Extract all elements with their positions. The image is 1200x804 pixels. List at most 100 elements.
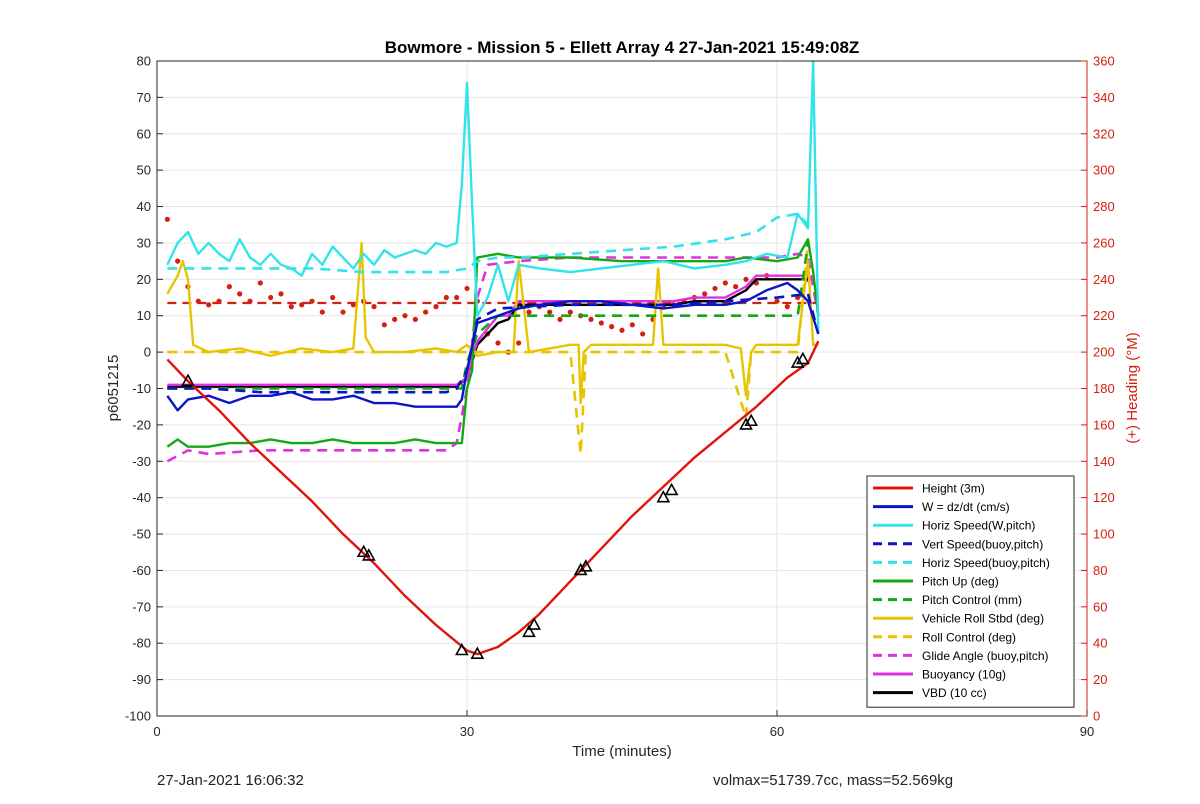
y2-tick-label: 120 <box>1093 490 1115 505</box>
series-horiz-speed-w-pitch <box>166 61 820 334</box>
series-w-dz-dt-cm-s <box>166 281 820 412</box>
heading-point <box>629 322 635 328</box>
heading-point <box>454 294 460 301</box>
legend-label: Horiz Speed(W,pitch) <box>922 519 1035 533</box>
heading-point <box>774 298 780 304</box>
y-axis-label: p6051215 <box>105 355 122 422</box>
x-tick-label: 30 <box>460 724 474 739</box>
heading-point <box>247 298 253 304</box>
heading-point <box>392 316 398 322</box>
y-tick-label: 20 <box>137 272 151 287</box>
x-tick-label: 0 <box>153 724 160 739</box>
legend-box <box>866 475 1075 708</box>
heading-point <box>216 298 222 304</box>
heading-point <box>309 298 315 304</box>
y2-tick-label: 180 <box>1093 381 1115 396</box>
legend-label: Glide Angle (buoy,pitch) <box>922 649 1049 663</box>
y2-tick-label: 200 <box>1093 345 1115 360</box>
y2-tick-label: 60 <box>1093 599 1107 614</box>
heading-point <box>567 309 573 315</box>
height-marker <box>744 413 759 427</box>
heading-point <box>164 216 170 222</box>
y-tick-label: -90 <box>132 672 151 687</box>
y-tick-label: -60 <box>132 563 151 578</box>
legend: Height (3m) W = dz/dt (cm/s) Horiz Speed(W… <box>866 475 1075 708</box>
y2-tick-label: 140 <box>1093 454 1115 469</box>
heading-point <box>268 294 274 301</box>
legend-label: VBD (10 cc) <box>922 686 987 700</box>
heading-point <box>319 309 325 315</box>
y-tick-label: -40 <box>132 490 151 505</box>
legend-label: Roll Control (deg) <box>922 630 1016 644</box>
heading-point <box>278 291 284 297</box>
height-marker <box>795 351 810 365</box>
legend-label: Height (3m) <box>922 482 985 496</box>
heading-point <box>640 331 646 337</box>
y-tick-label: 30 <box>137 235 151 250</box>
y-tick-label: 0 <box>144 345 151 360</box>
x-tick-label: 90 <box>1080 724 1094 739</box>
heading-point <box>423 309 429 315</box>
y2-tick-label: 320 <box>1093 126 1115 141</box>
heading-point <box>381 322 387 328</box>
heading-point <box>433 304 439 310</box>
heading-point <box>598 320 604 326</box>
height-marker <box>181 373 195 387</box>
marker-layer <box>181 351 810 659</box>
y-tick-label: 80 <box>137 54 151 69</box>
y-tick-label: -100 <box>125 709 151 724</box>
heading-point <box>702 291 708 297</box>
heading-point <box>712 285 718 292</box>
heading-point <box>206 302 212 308</box>
series-buoyancy-10g <box>167 274 808 387</box>
y2-tick-label: 80 <box>1093 563 1107 578</box>
y-tick-label: -20 <box>132 417 151 432</box>
heading-point <box>195 298 201 304</box>
y-tick-label: 70 <box>137 90 151 105</box>
heading-point <box>495 340 501 346</box>
y-tick-label: 50 <box>137 163 151 178</box>
height-marker <box>573 562 588 576</box>
heading-point <box>743 276 749 282</box>
y2-tick-label: 280 <box>1093 199 1115 214</box>
series-layer <box>164 61 820 656</box>
y-tick-label: 10 <box>137 308 151 323</box>
y2-tick-label: 340 <box>1093 90 1115 105</box>
height-marker <box>656 490 671 503</box>
heading-point <box>288 304 294 310</box>
axes: 0 30 60 90-100-90-80-70-60-50-40-30-20-1001… <box>125 54 1115 740</box>
height-marker <box>470 646 485 659</box>
heading-point <box>588 316 594 322</box>
y2-tick-label: 40 <box>1093 636 1107 651</box>
series-pitch-up-deg <box>166 238 820 448</box>
heading-point <box>330 294 336 301</box>
heading-point <box>526 309 532 315</box>
legend-label: Vert Speed(buoy,pitch) <box>922 537 1043 551</box>
y2-tick-label: 260 <box>1093 235 1115 250</box>
footer-timestamp: 27-Jan-2021 16:06:32 <box>157 772 304 789</box>
series-height-3m <box>166 340 820 656</box>
legend-label: Pitch Up (deg) <box>922 575 999 589</box>
y2-tick-label: 360 <box>1093 54 1115 69</box>
heading-point <box>299 302 305 308</box>
heading-point <box>443 294 449 301</box>
chart-figure: 0 30 60 90-100-90-80-70-60-50-40-30-20-1001… <box>105 38 1141 760</box>
y2-tick-label: 100 <box>1093 527 1115 542</box>
legend-label: W = dz/dt (cm/s) <box>922 500 1010 514</box>
legend-label: Pitch Control (mm) <box>922 593 1022 607</box>
height-marker <box>739 417 753 430</box>
y2-tick-label: 220 <box>1093 308 1115 323</box>
height-marker <box>522 624 536 638</box>
heading-point <box>350 302 356 308</box>
heading-point <box>722 280 728 286</box>
heading-point <box>402 313 408 319</box>
y-tick-label: 40 <box>137 199 151 214</box>
height-marker <box>790 355 805 368</box>
series-horiz-speed-buoy-pitch <box>167 212 809 274</box>
legend-label: Vehicle Roll Stbd (deg) <box>922 612 1044 626</box>
height-marker <box>527 617 542 630</box>
heading-point <box>226 284 232 290</box>
heading-point <box>237 291 243 297</box>
heading-point <box>516 340 522 346</box>
x-tick-label: 60 <box>770 724 784 739</box>
